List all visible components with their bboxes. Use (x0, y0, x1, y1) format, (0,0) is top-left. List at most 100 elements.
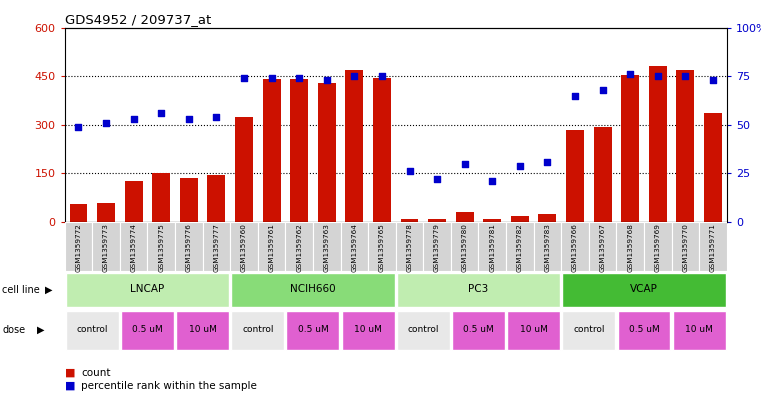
Text: GSM1359782: GSM1359782 (517, 224, 523, 272)
Text: 0.5 uM: 0.5 uM (298, 325, 328, 334)
Text: 10 uM: 10 uM (189, 325, 217, 334)
Text: count: count (81, 367, 111, 378)
Text: ▶: ▶ (37, 325, 44, 335)
Bar (699, 222, 727, 271)
Bar (539, 214, 556, 222)
Bar (148, 222, 175, 271)
Text: GSM1359783: GSM1359783 (544, 224, 550, 272)
Point (459, 160, 471, 167)
Bar (125, 180, 142, 222)
Point (514, 162, 526, 169)
Point (376, 73, 388, 79)
Bar (341, 222, 368, 271)
Bar (594, 127, 612, 222)
Text: GSM1359767: GSM1359767 (600, 224, 606, 272)
Bar (176, 310, 229, 350)
Bar (180, 178, 198, 222)
Bar (92, 222, 120, 271)
Bar (175, 222, 202, 271)
Point (100, 120, 112, 126)
Bar (566, 130, 584, 222)
Point (597, 86, 609, 93)
Text: GSM1359778: GSM1359778 (406, 224, 412, 272)
Point (541, 159, 553, 165)
Text: GSM1359780: GSM1359780 (462, 224, 468, 272)
Text: ▶: ▶ (45, 285, 53, 295)
Bar (345, 70, 363, 222)
Bar (644, 222, 671, 271)
Text: GSM1359764: GSM1359764 (352, 224, 358, 272)
Bar (290, 79, 308, 222)
Bar (507, 310, 560, 350)
Text: ■: ■ (65, 367, 75, 378)
Point (707, 77, 719, 83)
Bar (621, 75, 639, 222)
Bar (368, 222, 396, 271)
Bar (671, 222, 699, 271)
Text: cell line: cell line (2, 285, 40, 295)
Point (403, 168, 416, 174)
Text: GSM1359771: GSM1359771 (710, 224, 716, 272)
Bar (235, 117, 253, 222)
Text: control: control (573, 325, 604, 334)
Point (651, 73, 664, 79)
Bar (65, 273, 229, 307)
Bar (258, 222, 285, 271)
Point (238, 75, 250, 81)
Bar (533, 222, 561, 271)
Point (183, 116, 195, 122)
Text: VCAP: VCAP (630, 284, 658, 294)
Bar (69, 204, 88, 222)
Text: GSM1359775: GSM1359775 (158, 224, 164, 272)
Bar (589, 222, 616, 271)
Text: 0.5 uM: 0.5 uM (463, 325, 494, 334)
Text: GSM1359766: GSM1359766 (572, 224, 578, 272)
Text: GSM1359763: GSM1359763 (323, 224, 330, 272)
Text: GSM1359779: GSM1359779 (434, 224, 440, 272)
Bar (97, 203, 115, 222)
Bar (342, 310, 395, 350)
Bar (202, 222, 230, 271)
Text: NCIH660: NCIH660 (290, 284, 336, 294)
Bar (704, 114, 722, 222)
Bar (313, 222, 340, 271)
Bar (617, 310, 670, 350)
Bar (263, 79, 281, 222)
Point (569, 92, 581, 99)
Text: ■: ■ (65, 381, 75, 391)
Bar (285, 222, 313, 271)
Text: control: control (77, 325, 108, 334)
Bar (506, 222, 533, 271)
Text: 10 uM: 10 uM (520, 325, 548, 334)
Bar (65, 310, 119, 350)
Bar (649, 66, 667, 222)
Bar (673, 310, 726, 350)
Text: GSM1359776: GSM1359776 (186, 224, 192, 272)
Bar (318, 83, 336, 222)
Text: PC3: PC3 (468, 284, 489, 294)
Text: 0.5 uM: 0.5 uM (132, 325, 163, 334)
Bar (65, 222, 92, 271)
Bar (396, 222, 423, 271)
Bar (286, 310, 339, 350)
Text: GSM1359760: GSM1359760 (241, 224, 247, 272)
Text: GSM1359770: GSM1359770 (683, 224, 689, 272)
Point (320, 77, 333, 83)
Bar (373, 78, 391, 222)
Bar (456, 212, 473, 222)
Text: GSM1359781: GSM1359781 (489, 224, 495, 272)
Text: control: control (408, 325, 439, 334)
Text: 0.5 uM: 0.5 uM (629, 325, 659, 334)
Bar (120, 222, 148, 271)
Bar (452, 310, 505, 350)
Text: GSM1359762: GSM1359762 (296, 224, 302, 272)
Bar (231, 273, 395, 307)
Point (155, 110, 167, 116)
Point (128, 116, 140, 122)
Text: GDS4952 / 209737_at: GDS4952 / 209737_at (65, 13, 211, 26)
Point (266, 75, 278, 81)
Point (210, 114, 222, 120)
Bar (231, 310, 285, 350)
Text: 10 uM: 10 uM (354, 325, 382, 334)
Text: GSM1359772: GSM1359772 (75, 224, 81, 272)
